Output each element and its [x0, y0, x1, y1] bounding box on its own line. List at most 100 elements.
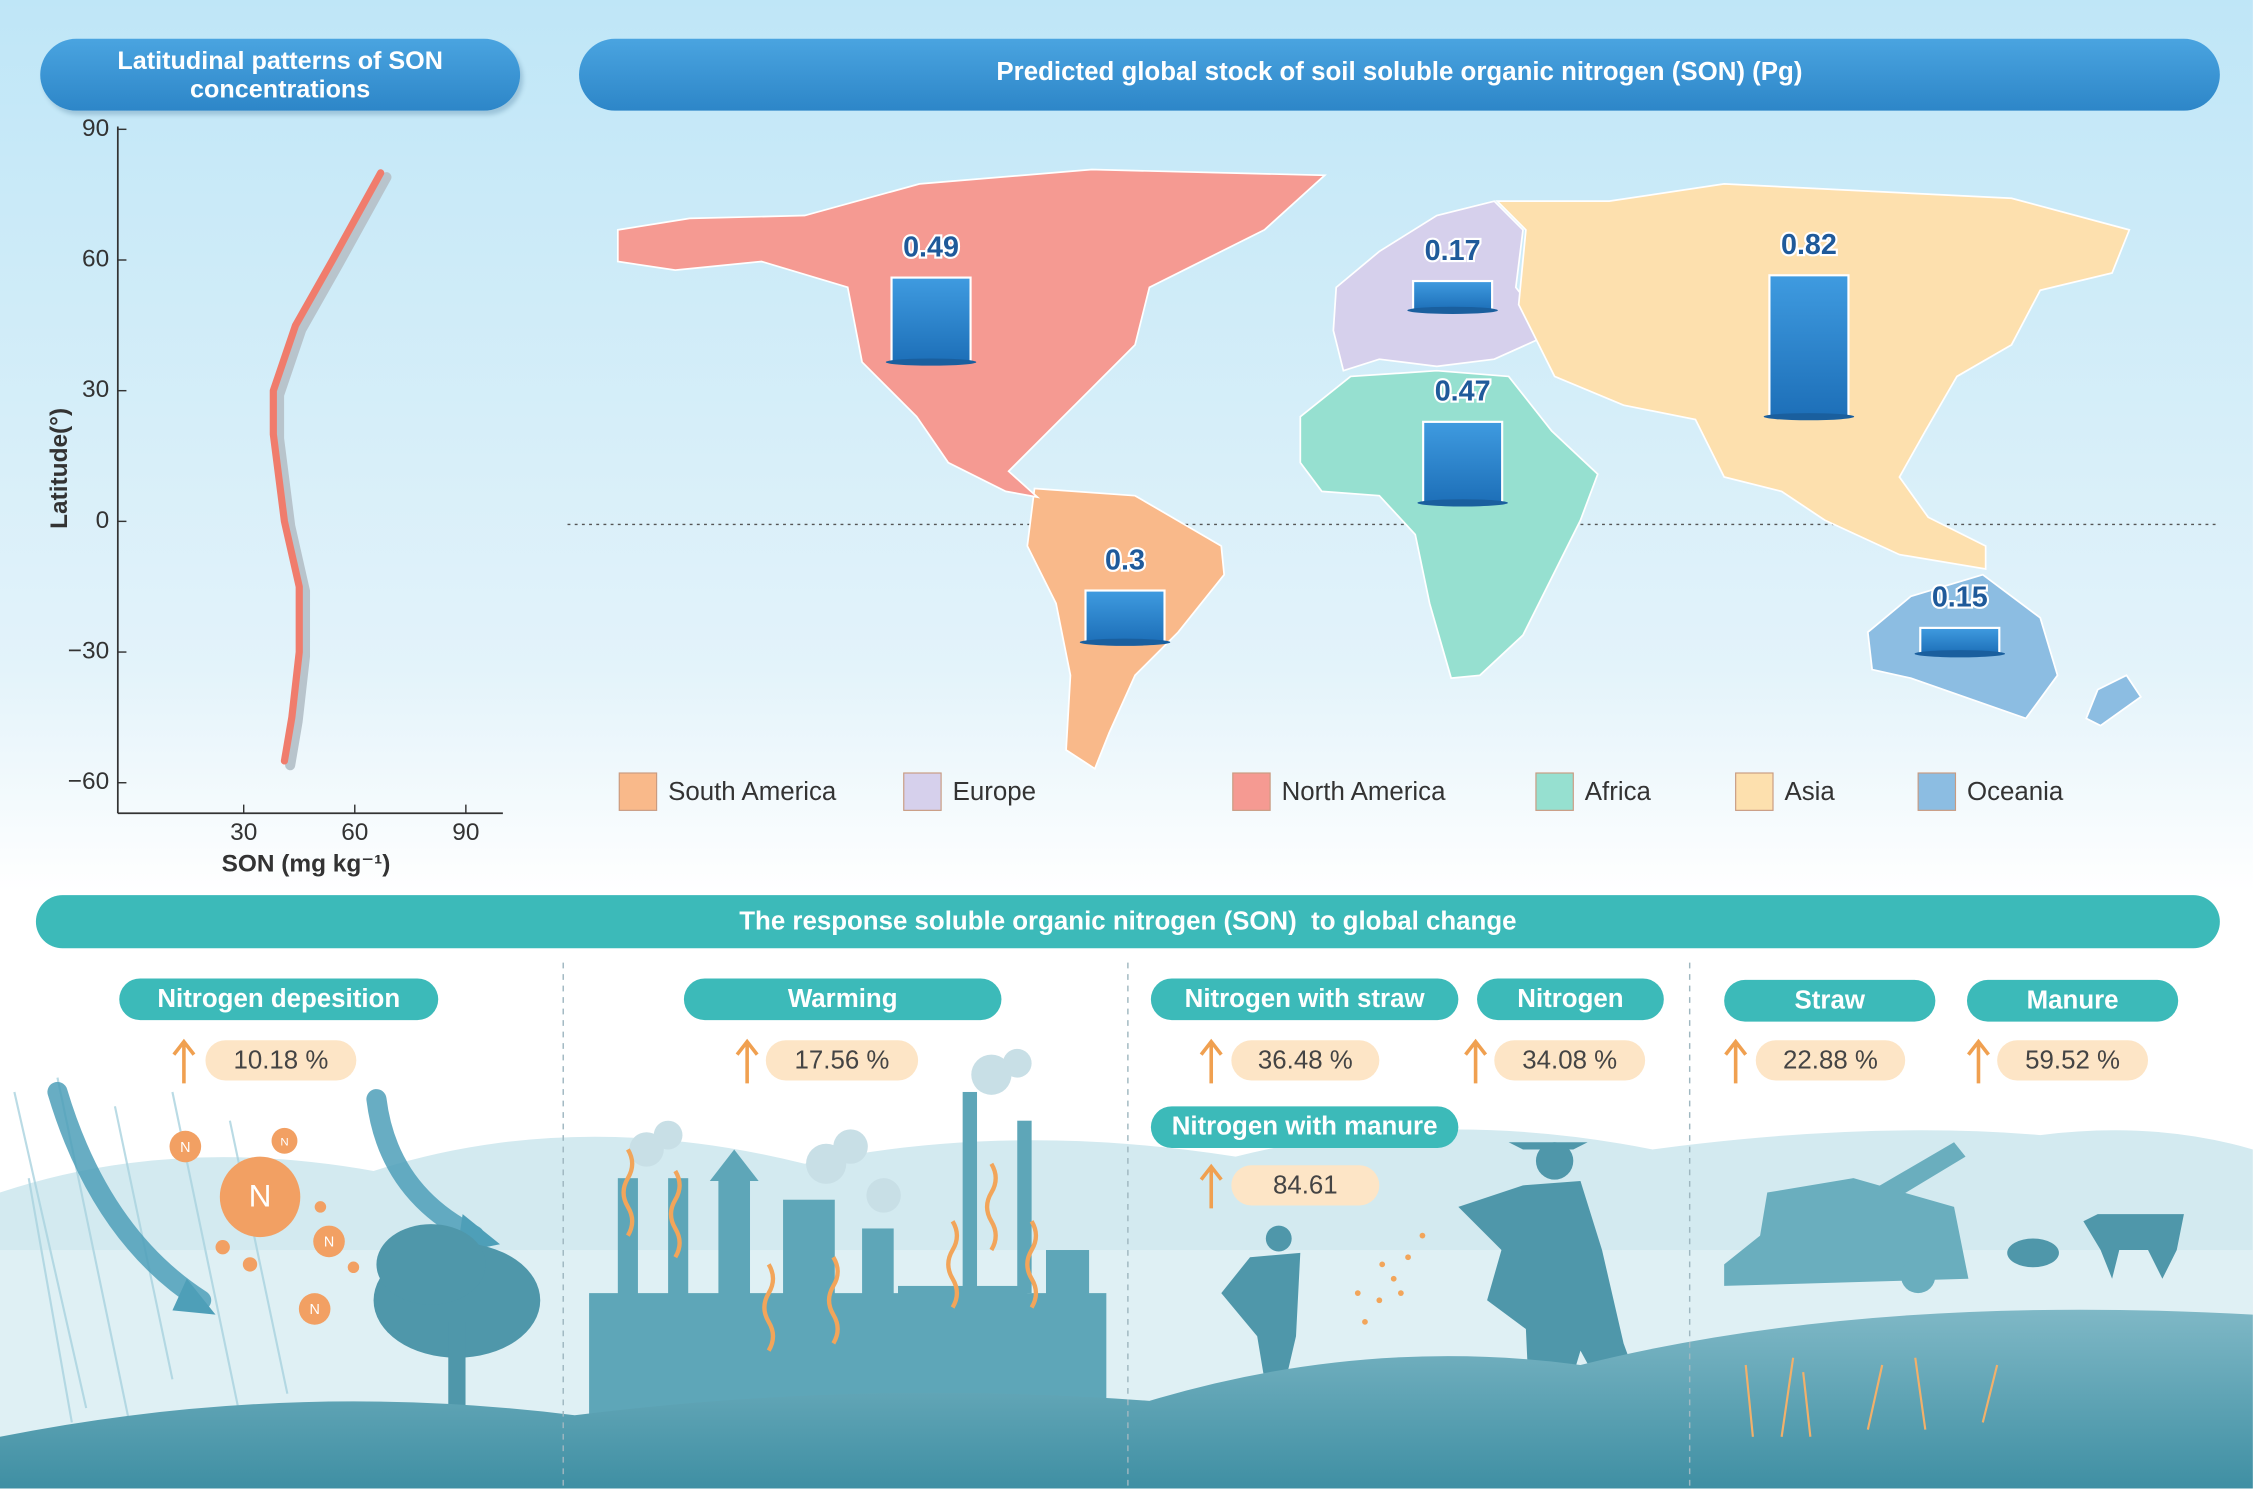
y-tick-label: 90 [82, 115, 109, 142]
cattle [2007, 1214, 2184, 1279]
bar [1084, 589, 1166, 644]
item-pill [1966, 979, 2179, 1022]
item-label: Nitrogen [1517, 985, 1623, 1013]
bar-base [885, 358, 977, 366]
x-tick-label: 60 [341, 819, 368, 846]
item-value: 84.61 [1273, 1172, 1338, 1200]
nitrogen-circle [313, 1225, 345, 1258]
nitrogen-dot [215, 1239, 230, 1255]
nitrogen-circle [298, 1293, 331, 1325]
nitrogen-symbol: N [309, 1302, 319, 1318]
item-pill [683, 978, 1002, 1021]
up-arrow [1199, 1038, 1223, 1084]
legend-swatch [1535, 772, 1574, 811]
bar-base [1407, 306, 1498, 314]
bar-value-label: 0.47 [1435, 376, 1491, 408]
item-label: Nitrogen with straw [1185, 985, 1426, 1013]
map-title: Predicted global stock of soil soluble o… [996, 58, 1802, 86]
line-shadow [274, 172, 392, 771]
up-arrow [1464, 1038, 1488, 1084]
item-value: 36.48 % [1258, 1047, 1353, 1075]
nitrogen-symbol: N [324, 1235, 334, 1251]
x-tick-label: 90 [452, 819, 479, 846]
response-title: The response soluble organic nitrogen (S… [739, 907, 1516, 935]
item-pill [1724, 979, 1936, 1022]
item-pill [1150, 978, 1459, 1021]
smoke [629, 1048, 1032, 1213]
bar-base [1914, 650, 2006, 658]
latitude-title: Latitudinal patterns of SON concentratio… [40, 38, 521, 111]
nitrogen-circle [271, 1127, 298, 1154]
bar-value-label: 0.17 [1425, 235, 1481, 267]
nitrogen-symbol: N [249, 1178, 272, 1214]
up-arrow [1724, 1038, 1748, 1084]
fertilizer [1354, 1232, 1426, 1325]
map-title-pill [579, 38, 2220, 111]
bar-base [1079, 638, 1171, 646]
nitrogen-dot [314, 1201, 327, 1213]
x-axis-label: SON (mg kg⁻¹) [222, 850, 391, 877]
bar-base [1763, 413, 1855, 421]
separators [562, 962, 1691, 1489]
up-arrow [1199, 1163, 1223, 1209]
item-label: Warming [788, 985, 898, 1013]
response-title-pill [35, 895, 2220, 949]
item-pill [119, 978, 439, 1021]
bar [1412, 279, 1494, 312]
bar-value-label: 0.82 [1781, 229, 1837, 261]
item-pill [1150, 1106, 1459, 1149]
item-value: 22.88 % [1783, 1047, 1878, 1075]
item-value: 34.08 % [1522, 1047, 1617, 1075]
legend-label: Europe [953, 778, 1036, 806]
legend-swatch [1735, 772, 1774, 811]
harvester [1724, 1142, 1969, 1294]
bar-value-label: 0.49 [903, 231, 959, 263]
nitrogen-dot [242, 1257, 258, 1272]
nitrogen-symbol: N [180, 1140, 190, 1156]
bar-base [1417, 499, 1508, 507]
item-value: 10.18 % [233, 1047, 328, 1075]
x-tick-label: 30 [230, 819, 257, 846]
legend-label: North America [1282, 778, 1446, 806]
continent [1866, 573, 2143, 727]
bar [890, 276, 972, 364]
item-label: Straw [1795, 986, 1866, 1014]
up-arrow [172, 1038, 196, 1084]
legend-label: Africa [1585, 778, 1652, 806]
wind-arrow [366, 1089, 485, 1246]
bar [1422, 420, 1504, 504]
y-tick-label: −60 [68, 768, 109, 795]
bar [1919, 626, 2001, 655]
y-tick-label: 0 [96, 507, 110, 534]
value-pill [1997, 1040, 2149, 1081]
nitrogen-symbol: N [280, 1136, 288, 1148]
value-pill [1755, 1040, 1906, 1081]
up-arrow [1966, 1038, 1990, 1084]
y-axis-label: Latitude(°) [46, 408, 73, 529]
value-pill [1231, 1040, 1380, 1081]
legend-label: South America [668, 778, 837, 806]
value-pill [1231, 1165, 1380, 1206]
y-tick-label: 30 [82, 376, 109, 403]
wind-arrow [47, 1081, 212, 1311]
series-line [269, 169, 385, 765]
heat-waves [621, 1148, 1039, 1352]
legend-label: Asia [1785, 778, 1836, 806]
nitrogen-circle [219, 1156, 301, 1238]
legend-swatch [1232, 772, 1271, 811]
item-value: 59.52 % [2025, 1047, 2120, 1075]
up-arrow [735, 1038, 759, 1084]
legend-swatch [618, 772, 658, 811]
continent [1299, 369, 1599, 680]
value-pill [765, 1040, 919, 1081]
item-label: Manure [2027, 986, 2119, 1014]
item-label: Nitrogen with manure [1172, 1113, 1438, 1141]
straw-grass [1744, 1357, 1999, 1437]
legend-swatch [903, 772, 942, 811]
wind-arrow-head [172, 1278, 216, 1315]
item-value: 17.56 % [795, 1047, 890, 1075]
y-tick-label: 60 [82, 245, 109, 272]
nitrogen-circle [169, 1130, 202, 1163]
